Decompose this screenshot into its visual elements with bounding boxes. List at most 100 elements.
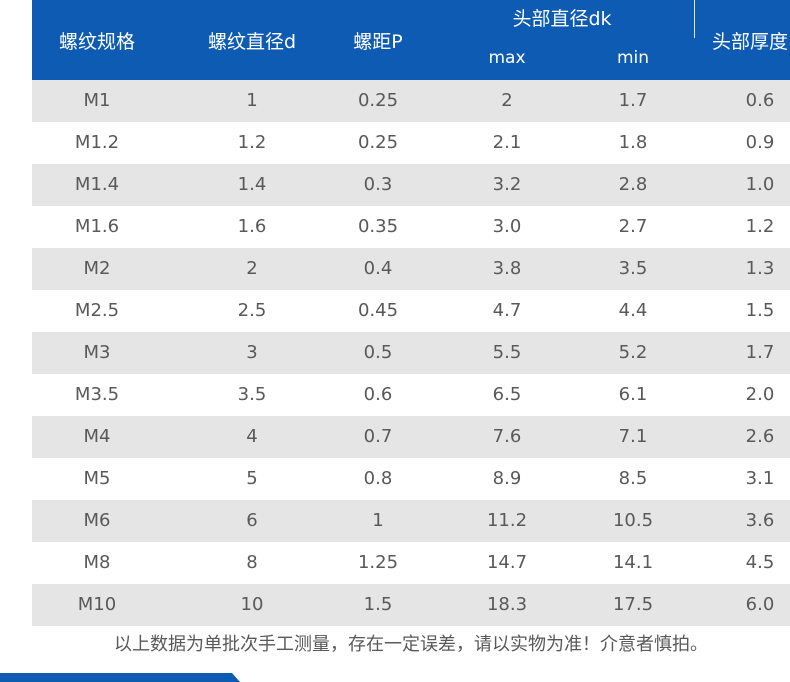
cell-spec: M1.6	[74, 216, 120, 237]
table-row: M3.5 3.5 0.6 6.5 6.1 2.0	[32, 374, 790, 416]
header-pitch: 螺距P	[353, 30, 403, 53]
cell-head-dk-min: 17.5	[612, 594, 654, 615]
cell-pitch: 0.35	[357, 216, 399, 237]
cell-head-dk-max: 6.5	[492, 384, 522, 405]
bottom-accent-bar	[0, 673, 240, 682]
cell-head-dk-min: 10.5	[612, 510, 654, 531]
cell-head-thickness: 1.7	[745, 342, 775, 363]
cell-head-dk-max: 14.7	[486, 552, 528, 573]
header-head-diameter: 头部直径dk	[512, 7, 612, 30]
cell-pitch: 0.25	[357, 90, 399, 111]
cell-head-dk-min: 5.2	[618, 342, 648, 363]
cell-spec: M8	[83, 552, 111, 573]
cell-head-dk-max: 5.5	[492, 342, 522, 363]
cell-diameter: 4	[246, 426, 258, 447]
cell-head-thickness: 6.0	[745, 594, 775, 615]
table-row: M4 4 0.7 7.6 7.1 2.6	[32, 416, 790, 458]
cell-head-thickness: 1.2	[745, 216, 775, 237]
cell-head-dk-min: 1.7	[618, 90, 648, 111]
table-row: M3 3 0.5 5.5 5.2 1.7	[32, 332, 790, 374]
cell-head-dk-max: 2.1	[492, 132, 522, 153]
cell-pitch: 1.5	[363, 594, 393, 615]
cell-head-thickness: 2.0	[745, 384, 775, 405]
cell-diameter: 1.2	[237, 132, 267, 153]
cell-head-thickness: 1.3	[745, 258, 775, 279]
cell-pitch: 0.25	[357, 132, 399, 153]
cell-head-thickness: 4.5	[745, 552, 775, 573]
table-row: M1 1 0.25 2 1.7 0.6	[32, 80, 790, 122]
cell-head-dk-max: 18.3	[486, 594, 528, 615]
table-row: M8 8 1.25 14.7 14.1 4.5	[32, 542, 790, 584]
cell-pitch: 0.6	[363, 384, 393, 405]
cell-diameter: 1.6	[237, 216, 267, 237]
cell-diameter: 5	[246, 468, 258, 489]
cell-pitch: 0.4	[363, 258, 393, 279]
cell-pitch: 0.3	[363, 174, 393, 195]
cell-head-dk-min: 14.1	[612, 552, 654, 573]
table-row: M10 10 1.5 18.3 17.5 6.0	[32, 584, 790, 626]
cell-head-dk-max: 3.2	[492, 174, 522, 195]
cell-spec: M2	[83, 258, 111, 279]
header-divider	[694, 0, 695, 38]
cell-spec: M4	[83, 426, 111, 447]
table-row: M5 5 0.8 8.9 8.5 3.1	[32, 458, 790, 500]
cell-pitch: 0.5	[363, 342, 393, 363]
cell-diameter: 3.5	[237, 384, 267, 405]
cell-diameter: 6	[246, 510, 258, 531]
header-diameter: 螺纹直径d	[207, 30, 297, 53]
cell-diameter: 2	[246, 258, 258, 279]
table-row: M1.4 1.4 0.3 3.2 2.8 1.0	[32, 164, 790, 206]
cell-spec: M1.4	[74, 174, 120, 195]
cell-head-dk-min: 3.5	[618, 258, 648, 279]
cell-head-dk-min: 7.1	[618, 426, 648, 447]
cell-spec: M1.2	[74, 132, 120, 153]
cell-head-dk-min: 8.5	[618, 468, 648, 489]
cell-diameter: 10	[240, 594, 264, 615]
cell-spec: M5	[83, 468, 111, 489]
cell-spec: M1	[83, 90, 111, 111]
cell-diameter: 1	[246, 90, 258, 111]
cell-spec: M3	[83, 342, 111, 363]
cell-head-dk-max: 11.2	[486, 510, 528, 531]
cell-pitch: 0.8	[363, 468, 393, 489]
cell-head-dk-max: 7.6	[492, 426, 522, 447]
cell-head-dk-min: 4.4	[618, 300, 648, 321]
cell-pitch: 1.25	[357, 552, 399, 573]
table-row: M2.5 2.5 0.45 4.7 4.4 1.5	[32, 290, 790, 332]
cell-head-thickness: 2.6	[745, 426, 775, 447]
cell-head-thickness: 1.0	[745, 174, 775, 195]
table-row: M1.2 1.2 0.25 2.1 1.8 0.9	[32, 122, 790, 164]
cell-pitch: 1	[372, 510, 384, 531]
cell-spec: M6	[83, 510, 111, 531]
cell-head-dk-max: 3.0	[492, 216, 522, 237]
table-row: M6 6 1 11.2 10.5 3.6	[32, 500, 790, 542]
cell-head-dk-max: 2	[501, 90, 513, 111]
cell-head-dk-min: 6.1	[618, 384, 648, 405]
header-spec: 螺纹规格	[58, 30, 135, 53]
cell-head-dk-min: 2.8	[618, 174, 648, 195]
table-row: M2 2 0.4 3.8 3.5 1.3	[32, 248, 790, 290]
cell-spec: M10	[77, 594, 117, 615]
cell-diameter: 1.4	[237, 174, 267, 195]
cell-head-dk-max: 4.7	[492, 300, 522, 321]
cell-head-dk-max: 3.8	[492, 258, 522, 279]
table-row: M1.6 1.6 0.35 3.0 2.7 1.2	[32, 206, 790, 248]
cell-head-thickness: 3.6	[745, 510, 775, 531]
cell-spec: M3.5	[74, 384, 120, 405]
header-head-diameter-max: max	[488, 48, 526, 68]
table-header: 螺纹规格 螺纹直径d 螺距P 头部直径dk max min 头部厚度	[32, 0, 790, 80]
cell-head-thickness: 1.5	[745, 300, 775, 321]
cell-diameter: 8	[246, 552, 258, 573]
header-head-diameter-min: min	[616, 48, 650, 68]
cell-diameter: 3	[246, 342, 258, 363]
cell-head-dk-max: 8.9	[492, 468, 522, 489]
footnote: 以上数据为单批次手工测量，存在一定误差，请以实物为准！介意者慎拍。	[114, 634, 708, 655]
cell-head-thickness: 0.9	[745, 132, 775, 153]
cell-diameter: 2.5	[237, 300, 267, 321]
cell-head-thickness: 3.1	[745, 468, 775, 489]
cell-head-dk-min: 1.8	[618, 132, 648, 153]
cell-pitch: 0.7	[363, 426, 393, 447]
cell-head-dk-min: 2.7	[618, 216, 648, 237]
cell-head-thickness: 0.6	[745, 90, 775, 111]
header-head-thickness: 头部厚度	[712, 30, 789, 53]
